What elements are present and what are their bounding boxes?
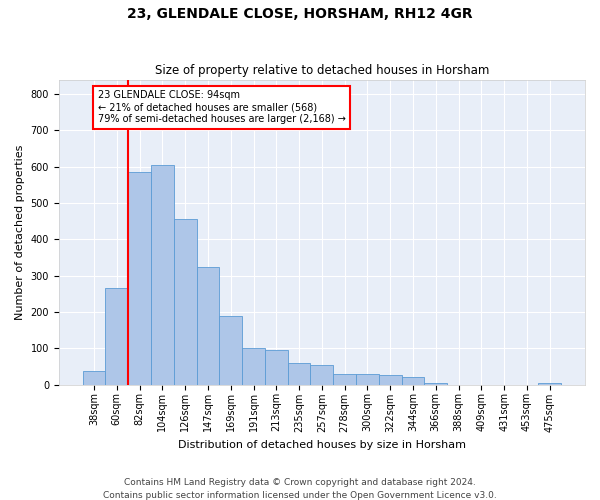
Y-axis label: Number of detached properties: Number of detached properties <box>15 144 25 320</box>
Bar <box>310 364 333 384</box>
Bar <box>538 382 561 384</box>
Bar <box>83 370 106 384</box>
Text: Contains HM Land Registry data © Crown copyright and database right 2024.
Contai: Contains HM Land Registry data © Crown c… <box>103 478 497 500</box>
Bar <box>242 348 265 385</box>
Bar <box>128 172 151 384</box>
Text: 23, GLENDALE CLOSE, HORSHAM, RH12 4GR: 23, GLENDALE CLOSE, HORSHAM, RH12 4GR <box>127 8 473 22</box>
Bar <box>265 350 288 384</box>
Bar <box>151 165 174 384</box>
Bar <box>424 382 447 384</box>
Bar <box>174 220 197 384</box>
Bar <box>197 266 220 384</box>
Bar <box>288 362 310 384</box>
Bar <box>220 316 242 384</box>
Bar <box>106 288 128 384</box>
Bar <box>333 374 356 384</box>
X-axis label: Distribution of detached houses by size in Horsham: Distribution of detached houses by size … <box>178 440 466 450</box>
Bar <box>401 378 424 384</box>
Text: 23 GLENDALE CLOSE: 94sqm
← 21% of detached houses are smaller (568)
79% of semi-: 23 GLENDALE CLOSE: 94sqm ← 21% of detach… <box>98 90 346 124</box>
Bar <box>379 376 401 384</box>
Bar <box>356 374 379 384</box>
Title: Size of property relative to detached houses in Horsham: Size of property relative to detached ho… <box>155 64 489 77</box>
